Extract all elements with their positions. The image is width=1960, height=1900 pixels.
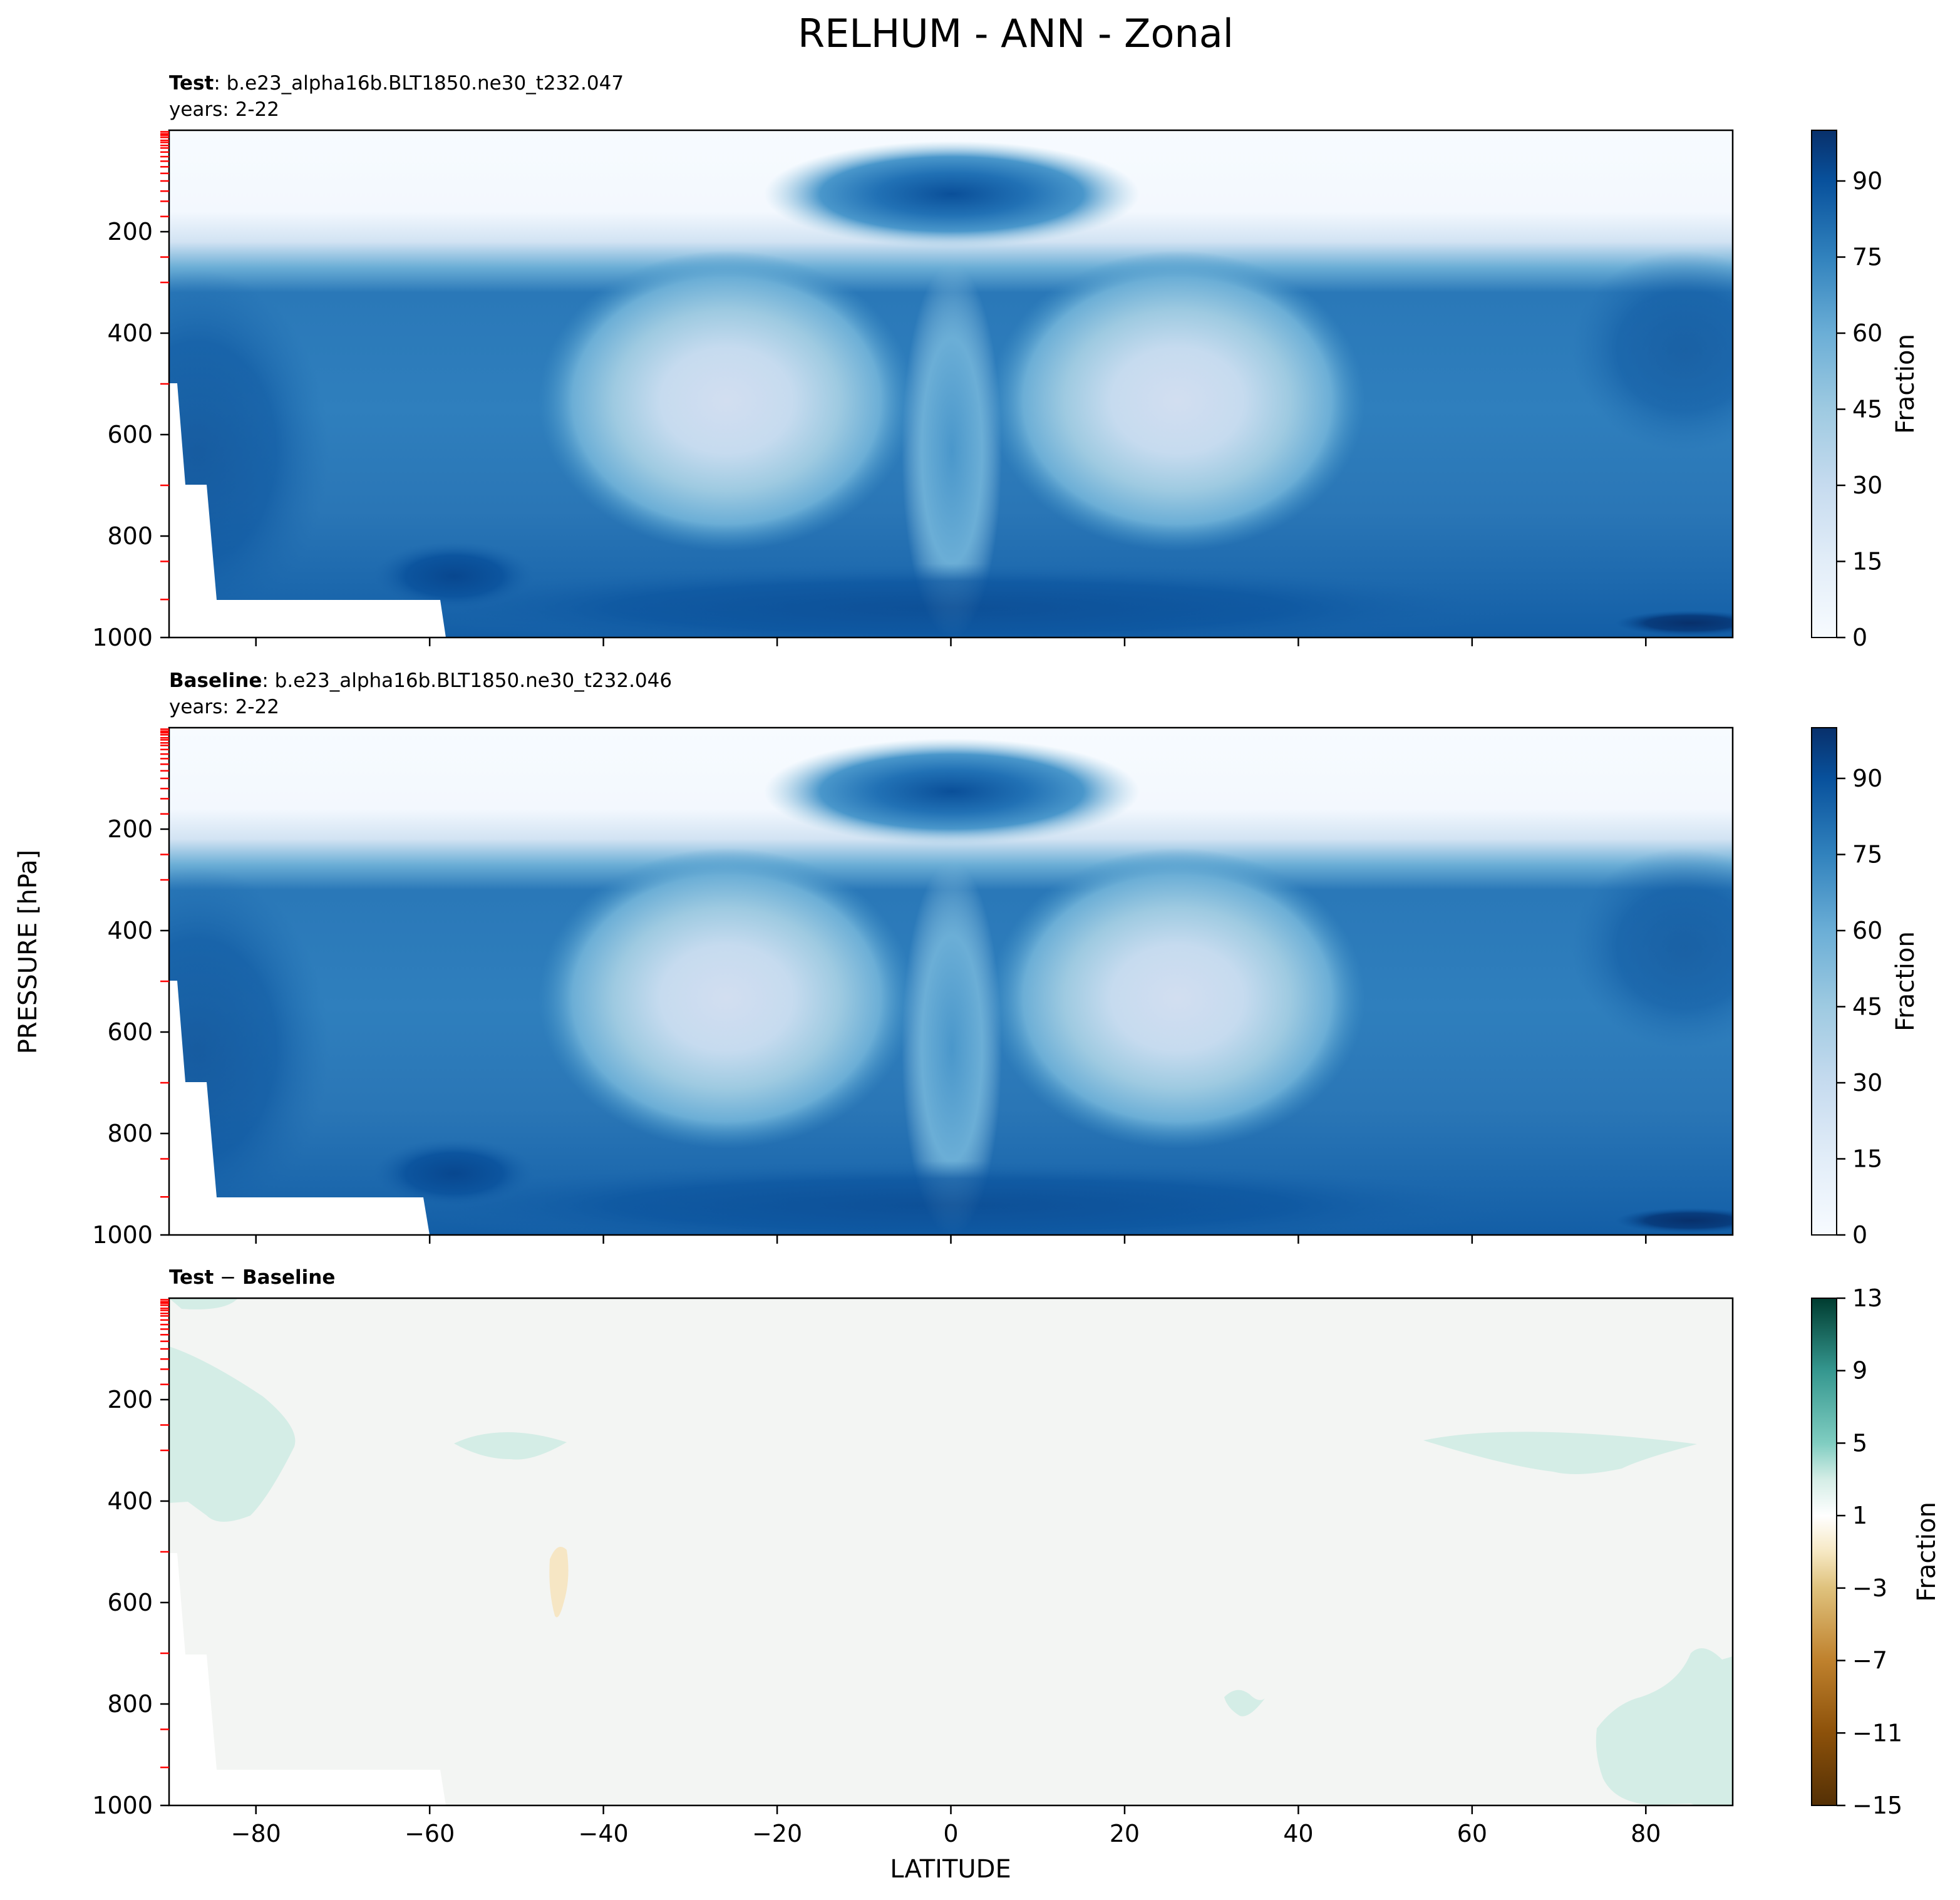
y-tick-label: 800 bbox=[107, 1690, 153, 1718]
panel-test-subtitle: years: 2-22 bbox=[169, 98, 279, 121]
colorbar-tick-label: −11 bbox=[1852, 1719, 1902, 1747]
colorbar-tick-label: 9 bbox=[1852, 1357, 1867, 1385]
colorbar-tick-label: 30 bbox=[1852, 1069, 1882, 1097]
colorbar-tick-label: 45 bbox=[1852, 993, 1882, 1021]
panel-diff-title-bold2: Baseline bbox=[242, 1266, 335, 1289]
y-tick-label: 1000 bbox=[92, 1221, 153, 1249]
colorbar-tick-label: 15 bbox=[1852, 548, 1882, 576]
colorbar-test: Fraction 0 15 30 45 60 75 90 bbox=[1811, 130, 1920, 651]
colorbar-tick-label: 1 bbox=[1852, 1502, 1867, 1529]
colorbar-tick-label: 5 bbox=[1852, 1429, 1867, 1457]
panel-test-field bbox=[169, 130, 1733, 638]
x-tick-label: −60 bbox=[405, 1820, 455, 1847]
colorbar-tick-label: 60 bbox=[1852, 319, 1882, 347]
x-tick-label: 0 bbox=[943, 1820, 958, 1847]
x-axis-label: LATITUDE bbox=[890, 1855, 1011, 1884]
figure-title: RELHUM - ANN - Zonal bbox=[798, 11, 1234, 56]
panel-test: Test: b.e23_alpha16b.BLT1850.ne30_t232.0… bbox=[92, 72, 1920, 651]
y-tick-label: 400 bbox=[107, 1487, 153, 1515]
colorbar-tick-label: 13 bbox=[1852, 1284, 1882, 1312]
panel-baseline-field bbox=[169, 728, 1733, 1235]
panel-baseline-title-rest: : b.e23_alpha16b.BLT1850.ne30_t232.046 bbox=[262, 669, 672, 692]
panel-test-xaxis bbox=[255, 638, 1647, 646]
y-tick-label: 1000 bbox=[92, 1792, 153, 1819]
colorbar-tick-label: 90 bbox=[1852, 765, 1882, 792]
y-tick-label: 800 bbox=[107, 1120, 153, 1147]
panel-test-title-bold: Test bbox=[169, 72, 214, 95]
panel-baseline-yaxis: 200 400 600 800 1000 bbox=[92, 815, 169, 1249]
colorbar-tick-label: 15 bbox=[1852, 1145, 1882, 1173]
x-tick-label: 20 bbox=[1110, 1820, 1140, 1847]
y-tick-label: 400 bbox=[107, 917, 153, 944]
colorbar-diff-ticks: 13 9 5 1 −3 −7 −11 −15 bbox=[1837, 1284, 1902, 1819]
panel-test-yaxis: 200 400 600 800 1000 bbox=[92, 218, 169, 651]
panel-baseline-title-bold: Baseline bbox=[169, 669, 262, 692]
x-tick-label: 40 bbox=[1283, 1820, 1313, 1847]
colorbar-baseline: Fraction 0 15 30 45 60 75 90 bbox=[1811, 727, 1920, 1249]
y-tick-label: 800 bbox=[107, 522, 153, 550]
panel-baseline-model-levels bbox=[160, 728, 169, 1198]
y-tick-label: 200 bbox=[107, 1386, 153, 1413]
x-tick-label: −80 bbox=[231, 1820, 281, 1847]
colorbar-tick-label: 60 bbox=[1852, 917, 1882, 944]
colorbar-tick-label: 0 bbox=[1852, 1221, 1867, 1249]
y-tick-label: 600 bbox=[107, 1018, 153, 1046]
colorbar-test-ticks: 0 15 30 45 60 75 90 bbox=[1837, 167, 1882, 651]
panel-baseline-subtitle: years: 2-22 bbox=[169, 696, 279, 718]
colorbar-baseline-label: Fraction bbox=[1891, 931, 1920, 1031]
x-tick-label: 60 bbox=[1457, 1820, 1487, 1847]
y-tick-label: 600 bbox=[107, 421, 153, 448]
colorbar-tick-label: 75 bbox=[1852, 244, 1882, 271]
x-tick-label: 80 bbox=[1631, 1820, 1661, 1847]
y-axis-label: PRESSURE [hPa] bbox=[14, 850, 43, 1054]
colorbar-tick-label: −15 bbox=[1852, 1792, 1902, 1819]
panel-diff-title-rest: − bbox=[214, 1266, 242, 1289]
colorbar-diff-label: Fraction bbox=[1912, 1502, 1941, 1602]
colorbar-tick-label: 90 bbox=[1852, 167, 1882, 195]
colorbar-tick-label: −7 bbox=[1852, 1647, 1887, 1675]
panel-baseline-xaxis bbox=[255, 1235, 1647, 1244]
panel-test-model-levels bbox=[160, 131, 169, 601]
colorbar-baseline-ticks: 0 15 30 45 60 75 90 bbox=[1837, 765, 1882, 1249]
panel-test-title: Test: b.e23_alpha16b.BLT1850.ne30_t232.0… bbox=[169, 72, 624, 95]
panel-diff-title-bold: Test bbox=[169, 1266, 214, 1289]
panel-diff-title: Test − Baseline bbox=[169, 1266, 335, 1289]
panel-diff-model-levels bbox=[160, 1299, 169, 1768]
panel-baseline: Baseline: b.e23_alpha16b.BLT1850.ne30_t2… bbox=[92, 669, 1920, 1249]
colorbar-diff: Fraction 13 9 5 1 −3 −7 −11 −15 bbox=[1811, 1284, 1941, 1819]
y-tick-label: 400 bbox=[107, 319, 153, 347]
panel-baseline-title: Baseline: b.e23_alpha16b.BLT1850.ne30_t2… bbox=[169, 669, 672, 692]
x-tick-label: −20 bbox=[752, 1820, 802, 1847]
y-tick-label: 200 bbox=[107, 218, 153, 245]
panel-test-title-rest: : b.e23_alpha16b.BLT1850.ne30_t232.047 bbox=[214, 72, 624, 95]
y-tick-label: 1000 bbox=[92, 624, 153, 651]
colorbar-tick-label: −3 bbox=[1852, 1574, 1887, 1602]
panel-diff-field bbox=[169, 1298, 1733, 1805]
colorbar-tick-label: 45 bbox=[1852, 396, 1882, 423]
panel-diff-yaxis: 200 400 600 800 1000 bbox=[92, 1386, 169, 1819]
colorbar-tick-label: 30 bbox=[1852, 472, 1882, 499]
panel-diff-xaxis: −80 −60 −40 −20 0 20 40 60 80 bbox=[231, 1805, 1661, 1847]
y-tick-label: 200 bbox=[107, 815, 153, 843]
y-tick-label: 600 bbox=[107, 1589, 153, 1616]
colorbar-tick-label: 75 bbox=[1852, 841, 1882, 869]
colorbar-test-label: Fraction bbox=[1891, 334, 1920, 434]
colorbar-tick-label: 0 bbox=[1852, 624, 1867, 651]
x-tick-label: −40 bbox=[579, 1820, 629, 1847]
